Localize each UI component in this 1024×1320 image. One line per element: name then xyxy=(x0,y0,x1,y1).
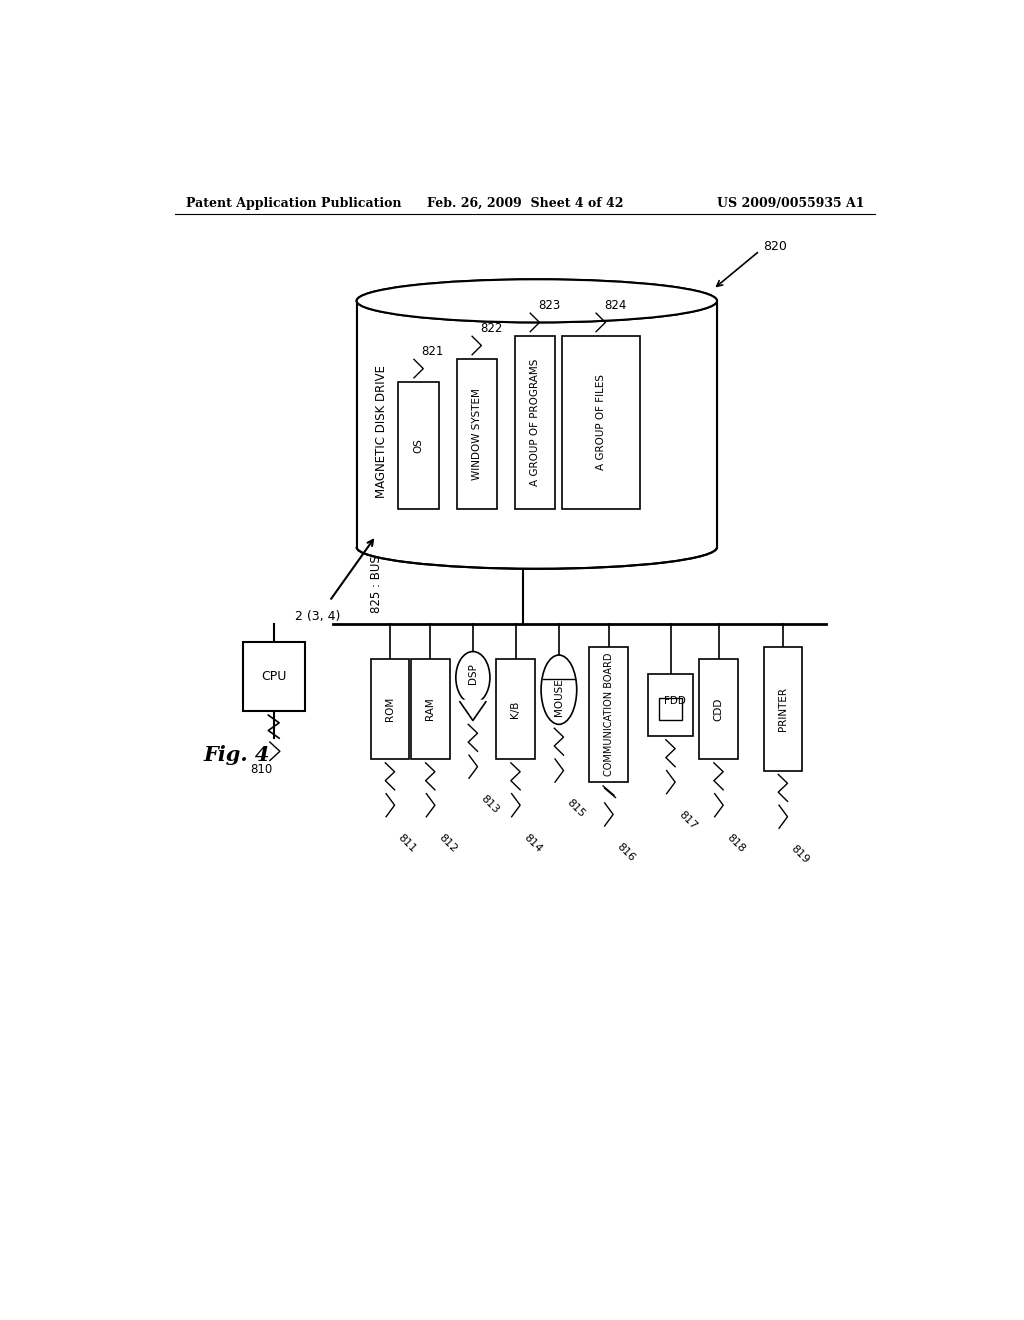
Text: A GROUP OF FILES: A GROUP OF FILES xyxy=(596,374,606,470)
Ellipse shape xyxy=(356,280,717,322)
Text: 812: 812 xyxy=(436,832,459,854)
Bar xyxy=(562,335,640,508)
Text: PRINTER: PRINTER xyxy=(778,686,787,731)
Ellipse shape xyxy=(541,655,577,725)
Text: 811: 811 xyxy=(396,832,418,854)
Text: MOUSE: MOUSE xyxy=(554,678,564,717)
Text: 822: 822 xyxy=(480,322,502,335)
Text: FDD: FDD xyxy=(665,696,686,706)
Text: 817: 817 xyxy=(677,809,698,832)
Text: A GROUP OF PROGRAMS: A GROUP OF PROGRAMS xyxy=(529,359,540,486)
Text: 820: 820 xyxy=(764,240,787,253)
Text: 823: 823 xyxy=(538,298,560,312)
Text: 810: 810 xyxy=(251,763,272,776)
Text: 813: 813 xyxy=(479,793,501,816)
Text: 816: 816 xyxy=(614,841,637,863)
Text: RAM: RAM xyxy=(425,697,435,721)
Bar xyxy=(243,642,305,711)
Ellipse shape xyxy=(356,280,717,322)
Text: Fig. 4: Fig. 4 xyxy=(204,746,270,766)
Polygon shape xyxy=(461,700,484,721)
Text: 825 : BUS: 825 : BUS xyxy=(370,554,383,612)
Text: DSP: DSP xyxy=(468,663,478,684)
Ellipse shape xyxy=(456,652,489,704)
Bar xyxy=(658,698,682,719)
Bar xyxy=(648,675,693,737)
Text: Patent Application Publication: Patent Application Publication xyxy=(186,197,401,210)
Bar xyxy=(496,659,535,759)
Bar xyxy=(589,647,628,781)
Bar xyxy=(411,659,450,759)
Text: ROM: ROM xyxy=(385,697,395,721)
Text: COMMUNICATION BOARD: COMMUNICATION BOARD xyxy=(603,653,613,776)
Text: MAGNETIC DISK DRIVE: MAGNETIC DISK DRIVE xyxy=(375,366,388,498)
Text: Feb. 26, 2009  Sheet 4 of 42: Feb. 26, 2009 Sheet 4 of 42 xyxy=(427,197,623,210)
Bar xyxy=(515,335,555,508)
Text: 815: 815 xyxy=(565,797,587,820)
Text: 2 (3, 4): 2 (3, 4) xyxy=(295,610,340,623)
Text: 818: 818 xyxy=(725,832,746,854)
Text: 821: 821 xyxy=(422,345,444,358)
Text: US 2009/0055935 A1: US 2009/0055935 A1 xyxy=(717,197,864,210)
Bar xyxy=(371,659,410,759)
Text: 814: 814 xyxy=(521,832,544,854)
Bar xyxy=(699,659,738,759)
Bar xyxy=(764,647,802,771)
Bar xyxy=(398,381,438,508)
Text: WINDOW SYSTEM: WINDOW SYSTEM xyxy=(472,388,481,479)
Bar xyxy=(457,359,497,508)
Text: 824: 824 xyxy=(604,298,627,312)
Bar xyxy=(356,301,717,548)
Text: OS: OS xyxy=(414,438,424,453)
Text: CDD: CDD xyxy=(714,697,724,721)
Text: K/B: K/B xyxy=(511,701,520,718)
Text: CPU: CPU xyxy=(261,671,287,684)
Text: 819: 819 xyxy=(790,843,811,866)
